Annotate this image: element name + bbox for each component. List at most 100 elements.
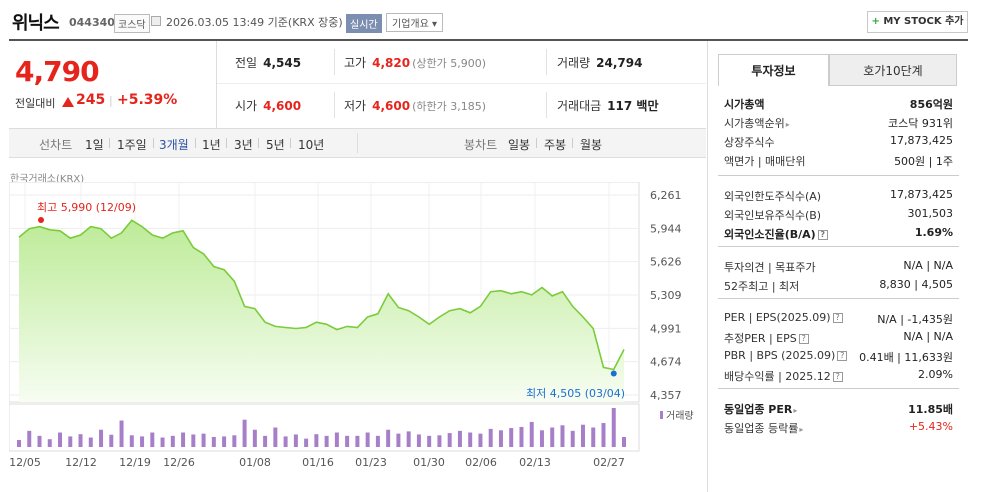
section-divider (718, 298, 959, 299)
tab-investment-info[interactable]: 투자정보 (718, 54, 829, 86)
section-divider (718, 175, 959, 176)
volume-bar (488, 428, 493, 447)
volume-bar (304, 438, 309, 447)
stat-high: 고가 4,820 (상한가 5,900) (344, 54, 486, 71)
volume-legend-swatch (660, 411, 663, 419)
volume-bar (37, 435, 42, 447)
x-tick-label: 12/05 (9, 456, 41, 469)
volume-bar (498, 430, 503, 447)
info-label: 52주최고 | 최저 (724, 280, 800, 293)
info-row: 시가총액순위▸ 코스닥 931위 (724, 113, 953, 132)
company-overview-button[interactable]: 기업개요 ▾ (386, 13, 443, 32)
period-3m[interactable]: 3개월 (159, 138, 189, 152)
period-10y[interactable]: 10년 (298, 138, 325, 152)
prev-day-label: 전일대비 (15, 97, 56, 110)
info-row: 추정PER | EPS? N/A | N/A (724, 328, 953, 347)
volume-bar (437, 435, 442, 447)
period-1w[interactable]: 1주일 (117, 138, 147, 152)
help-icon[interactable]: ? (837, 351, 848, 361)
quote-datetime: 2026.03.05 13:49 기준(KRX 장중) (166, 16, 343, 29)
tab-order-book[interactable]: 호가10단계 (829, 54, 957, 86)
info-label: 배당수익률 | 2025.12? (724, 368, 843, 384)
volume-bar (560, 425, 565, 447)
volume-bar (119, 420, 124, 447)
volume-bar (109, 434, 114, 447)
candle-monthly[interactable]: 월봉 (580, 138, 603, 152)
x-tick-label: 02/06 (465, 456, 497, 469)
divider (334, 49, 335, 75)
stat-low: 저가 4,600 (하한가 3,185) (344, 97, 486, 114)
y-tick-label: 5,944 (650, 222, 682, 235)
divider (357, 133, 358, 153)
stat-value: 24,794 (596, 56, 643, 70)
volume-bar (601, 423, 606, 447)
divider (290, 138, 291, 148)
volume-frame (9, 403, 640, 452)
stat-label: 전일 (235, 56, 258, 70)
period-3y[interactable]: 3년 (234, 138, 253, 152)
volume-bar (622, 436, 626, 447)
y-tick-label: 4,357 (650, 389, 682, 402)
period-5y[interactable]: 5년 (266, 138, 285, 152)
volume-bar (140, 436, 145, 447)
info-label: 액면가 | 매매단위 (724, 155, 806, 168)
add-mystock-button[interactable]: + MY STOCK 추가 (867, 11, 968, 33)
volume-bar (181, 432, 186, 447)
chevron-right-icon[interactable]: ▸ (785, 120, 790, 129)
x-tick-label: 01/30 (413, 456, 445, 469)
price-chart[interactable]: 6,261 5,944 5,626 5,309 4,991 4,674 4,357 최고 5,… (9, 182, 706, 477)
volume-bar (211, 436, 216, 447)
info-row: 52주최고 | 최저 8,830 | 4,505 (724, 276, 953, 295)
volume-bar (365, 432, 370, 447)
up-triangle-icon (62, 97, 74, 107)
y-tick-label: 6,261 (650, 189, 682, 202)
info-label: 추정PER | EPS? (724, 330, 809, 346)
volume-bar (160, 437, 165, 447)
line-chart-label: 선차트 (39, 138, 73, 152)
help-icon[interactable]: ? (817, 230, 828, 240)
help-icon[interactable]: ? (832, 313, 843, 323)
volume-bar (550, 427, 555, 447)
candle-weekly[interactable]: 주봉 (544, 138, 567, 152)
info-value: 8,830 | 4,505 (879, 278, 953, 291)
help-icon[interactable]: ? (832, 372, 843, 382)
divider (258, 138, 259, 148)
info-row: 동일업종 PER▸ 11.85배 (724, 399, 953, 418)
chevron-right-icon[interactable]: ▸ (793, 406, 798, 415)
candle-chart-label: 봉차트 (464, 138, 498, 152)
info-row: 액면가 | 매매단위 500원 | 1주 (724, 151, 953, 170)
candle-daily[interactable]: 일봉 (508, 138, 531, 152)
volume-bar (468, 432, 473, 447)
volume-bar (273, 427, 278, 447)
info-label: 외국인보유주식수(B) (724, 209, 822, 222)
period-1y[interactable]: 1년 (202, 138, 221, 152)
stock-code: 044340 (69, 16, 115, 29)
info-row: 배당수익률 | 2025.12? 2.09% (724, 366, 953, 385)
y-tick-label: 5,309 (650, 289, 682, 302)
realtime-badge[interactable]: 실시간 (346, 14, 382, 33)
volume-bar (591, 427, 596, 447)
volume-bar (263, 435, 268, 447)
volume-bar (539, 430, 544, 447)
period-1d[interactable]: 1일 (85, 138, 104, 152)
period-bar: 선차트 1일 1주일 3개월 1년 3년 5년 10년 봉차트 일봉 주봉 월봉 (9, 128, 706, 158)
info-value: 1.69% (914, 226, 953, 239)
x-tick-label: 02/13 (519, 456, 551, 469)
stat-value: 4,545 (263, 56, 302, 70)
x-tick-label: 01/16 (302, 456, 334, 469)
help-icon[interactable]: ? (798, 334, 809, 344)
volume-bar (129, 435, 134, 447)
info-label: 투자의견 | 목표주가 (724, 261, 816, 274)
stock-header: 위닉스 044340 코스닥 2026.03.05 13:49 기준(KRX 장… (0, 0, 981, 40)
info-value: 17,873,425 (890, 188, 953, 201)
section-divider (718, 388, 959, 389)
chevron-right-icon[interactable]: ▸ (799, 425, 804, 434)
info-row: 외국인한도주식수(A) 17,873,425 (724, 186, 953, 205)
info-value: 856억원 (909, 98, 953, 111)
info-value: N/A | N/A (903, 259, 953, 272)
stat-value: 4,820 (372, 56, 411, 70)
lower-limit: (하한가 3,185) (412, 100, 486, 113)
stat-label: 시가 (235, 99, 258, 113)
price-box: 4,790 전일대비 245 | +5.39% (9, 41, 217, 128)
stat-label: 거래대금 (557, 99, 602, 113)
